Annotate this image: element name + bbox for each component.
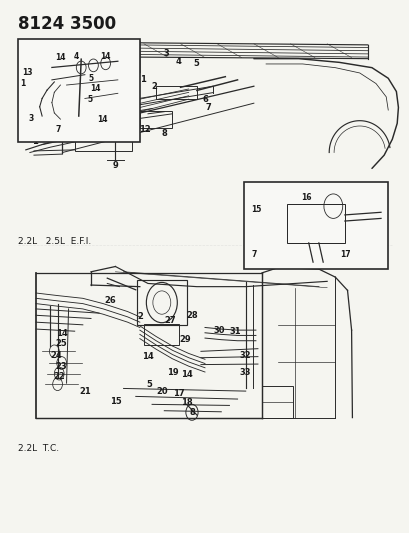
Bar [139, 111, 172, 127]
Text: 2.2L  T.C.: 2.2L T.C. [18, 445, 58, 454]
Text: 13: 13 [22, 68, 33, 77]
Text: 1: 1 [140, 75, 146, 84]
Text: 4: 4 [74, 52, 79, 61]
Text: 20: 20 [156, 386, 168, 395]
Text: 4: 4 [175, 58, 181, 66]
Text: 25: 25 [56, 340, 67, 349]
Text: 11: 11 [126, 124, 138, 133]
Text: 24: 24 [50, 351, 62, 360]
Text: 15: 15 [251, 205, 261, 214]
Text: 23: 23 [56, 362, 67, 370]
Text: 29: 29 [179, 335, 191, 344]
Bar [18, 38, 139, 142]
Text: 14: 14 [90, 84, 101, 93]
Bar [286, 204, 344, 243]
Text: 5: 5 [193, 60, 198, 68]
Text: 7: 7 [56, 125, 61, 134]
Text: 19: 19 [166, 368, 178, 377]
Text: 5: 5 [88, 74, 93, 83]
Text: 5: 5 [88, 95, 92, 104]
Text: 21: 21 [79, 386, 90, 395]
Text: 30: 30 [213, 326, 225, 335]
Bar [261, 386, 292, 418]
Text: 15: 15 [109, 397, 121, 406]
Text: 8: 8 [189, 408, 194, 417]
Text: 32: 32 [238, 351, 250, 360]
Text: 8: 8 [161, 130, 167, 139]
Text: 14: 14 [180, 369, 192, 378]
Text: 9: 9 [112, 161, 118, 170]
Text: 5: 5 [146, 379, 151, 389]
Text: 7: 7 [205, 103, 211, 112]
Text: 2: 2 [137, 312, 143, 321]
Text: 28: 28 [186, 311, 197, 320]
Bar [136, 280, 187, 325]
Text: 14: 14 [55, 53, 65, 62]
Text: 22: 22 [53, 372, 65, 381]
Text: 33: 33 [238, 368, 250, 377]
Text: 8124 3500: 8124 3500 [18, 14, 115, 33]
Text: 1: 1 [20, 79, 25, 88]
Text: 16: 16 [301, 193, 311, 202]
Text: 3: 3 [163, 49, 169, 58]
Text: 7: 7 [251, 250, 256, 259]
Bar [74, 130, 131, 151]
Text: 26: 26 [104, 296, 116, 305]
Text: 10: 10 [117, 92, 128, 101]
Text: 31: 31 [229, 327, 241, 336]
Text: 27: 27 [164, 316, 176, 325]
Bar [144, 324, 178, 345]
Text: 1: 1 [120, 119, 126, 128]
Text: 14: 14 [97, 115, 107, 124]
Text: 1: 1 [32, 138, 38, 147]
Text: 10: 10 [108, 112, 120, 122]
Bar [243, 182, 387, 269]
Text: 6: 6 [202, 95, 208, 104]
Text: 12: 12 [139, 125, 150, 134]
Text: 14: 14 [100, 52, 110, 61]
Text: 14: 14 [142, 352, 153, 361]
Text: 17: 17 [173, 389, 184, 398]
Bar [156, 86, 196, 99]
Text: 3: 3 [28, 114, 33, 123]
Text: 14: 14 [56, 329, 67, 338]
Text: 17: 17 [339, 250, 350, 259]
Text: 2.2L   2.5L  E.F.I.: 2.2L 2.5L E.F.I. [18, 237, 91, 246]
Text: 2: 2 [151, 82, 157, 91]
Text: 18: 18 [180, 398, 192, 407]
